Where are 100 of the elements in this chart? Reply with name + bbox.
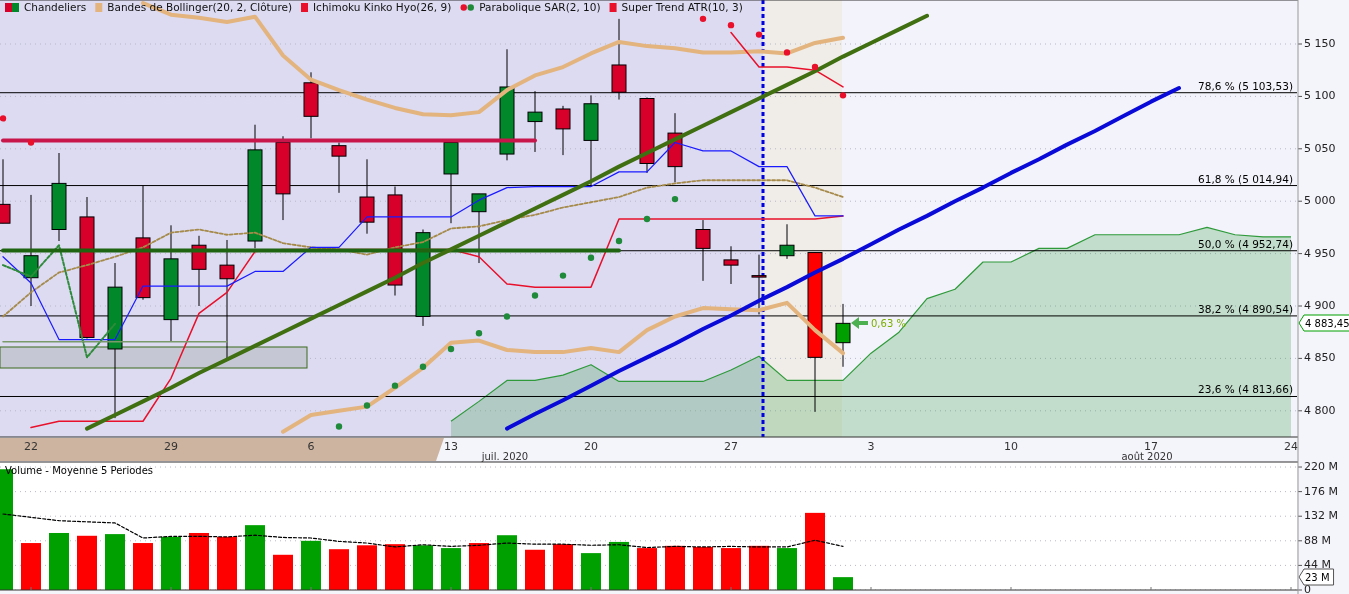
line-series [2, 179, 844, 318]
annotation: 0,63 % [871, 318, 906, 329]
annotation: août 2020 [1121, 451, 1173, 462]
point [391, 382, 399, 389]
annotation: juil. 2020 [480, 451, 529, 462]
ref-line-label: 78,6 % (5 103,53) [1198, 79, 1293, 92]
bar [161, 536, 181, 590]
bar [721, 548, 741, 590]
bar [77, 535, 97, 590]
bar [133, 543, 153, 590]
y-tick-label: 88 M [1304, 533, 1331, 547]
line-series [85, 13, 929, 431]
x-tick-label: 13 [444, 440, 458, 453]
legend-label: Parabolique SAR(2, 10) [479, 1, 601, 13]
bar [805, 512, 825, 590]
x-tick-label: 27 [724, 440, 738, 453]
y-tick-label: 220 M [1304, 460, 1338, 474]
line-series [505, 86, 1181, 431]
text: 23 M [1305, 572, 1330, 583]
x-tick-label: 22 [24, 440, 38, 453]
candlestick [23, 194, 39, 307]
point [783, 49, 791, 56]
point [475, 330, 483, 337]
y-tick-label: 5 150 [1304, 37, 1336, 51]
bar [637, 548, 657, 590]
candlestick [471, 193, 487, 264]
point [643, 215, 651, 223]
legend-label: Chandeliers [24, 1, 87, 13]
point [755, 31, 763, 38]
bar [693, 546, 713, 590]
x-tick-label: 24 [1284, 440, 1298, 453]
point [811, 63, 819, 71]
point [839, 92, 847, 99]
bar [385, 544, 405, 590]
y-tick-label: 5 000 [1304, 194, 1336, 208]
y-tick-label: 4 800 [1304, 403, 1336, 417]
bar [189, 532, 209, 590]
ref-line-label: 50,0 % (4 952,74) [1198, 237, 1293, 250]
y-tick-label: 4 850 [1304, 351, 1336, 365]
point [0, 115, 7, 122]
bar [777, 548, 797, 590]
bar [833, 577, 853, 590]
point [531, 292, 539, 299]
chart-title: Volume - Moyenne 5 Periodes [5, 465, 154, 476]
point [503, 313, 511, 320]
text: 4 883,45 [1305, 318, 1349, 329]
x-tick-label: 6 [307, 440, 315, 453]
x-tick-label: 3 [867, 440, 875, 453]
y-tick-label: 0 [1304, 583, 1311, 594]
point [699, 15, 707, 23]
bar [217, 536, 237, 590]
y-tick-label: 44 M [1304, 558, 1331, 572]
y-tick-label: 4 900 [1304, 299, 1336, 312]
bar [749, 545, 769, 590]
y-tick-label: 4 950 [1304, 246, 1336, 260]
ref-line-label: 23,6 % (4 813,66) [1198, 383, 1293, 396]
point [27, 139, 35, 146]
point [559, 272, 567, 279]
bar [469, 543, 489, 590]
y-tick-label: 132 M [1304, 509, 1338, 523]
ref-line-label: 61,8 % (5 014,94) [1198, 172, 1293, 185]
bar [413, 545, 433, 590]
line-series [2, 513, 844, 549]
point [335, 423, 343, 430]
point [363, 402, 371, 409]
point [447, 345, 455, 353]
legend-label: Ichimoku Kinko Hyo(26, 9) [313, 1, 452, 13]
line-series [2, 244, 116, 359]
bar [21, 543, 41, 590]
x-tick-label: 10 [1004, 440, 1018, 453]
bar [301, 540, 321, 590]
bar [525, 549, 545, 590]
x-tick-label: 29 [164, 440, 178, 453]
ref-line-label: 38,2 % (4 890,54) [1198, 302, 1293, 315]
bar [245, 525, 265, 590]
x-tick-label: 20 [584, 440, 598, 453]
bar [665, 545, 685, 590]
point [587, 254, 595, 261]
bar [441, 548, 461, 590]
line-series [281, 300, 845, 434]
bar [357, 545, 377, 590]
bar [553, 544, 573, 590]
bar [49, 532, 69, 590]
x-tick-label: 17 [1144, 440, 1158, 453]
y-tick-label: 5 100 [1304, 89, 1336, 103]
bar [497, 535, 517, 590]
point [615, 237, 623, 245]
bar [105, 534, 125, 590]
point [727, 21, 735, 29]
line-series [2, 141, 844, 341]
legend-label: Super Trend ATR(10, 3) [621, 1, 743, 13]
bar [273, 554, 293, 590]
bar [581, 553, 601, 590]
point [419, 363, 427, 370]
line-series [730, 31, 844, 88]
legend-label: Bandes de Bollinger(20, 2, Clôture) [107, 1, 293, 13]
point [671, 195, 679, 203]
candlestick [555, 105, 571, 156]
y-tick-label: 176 M [1304, 484, 1338, 498]
bar [609, 541, 629, 590]
